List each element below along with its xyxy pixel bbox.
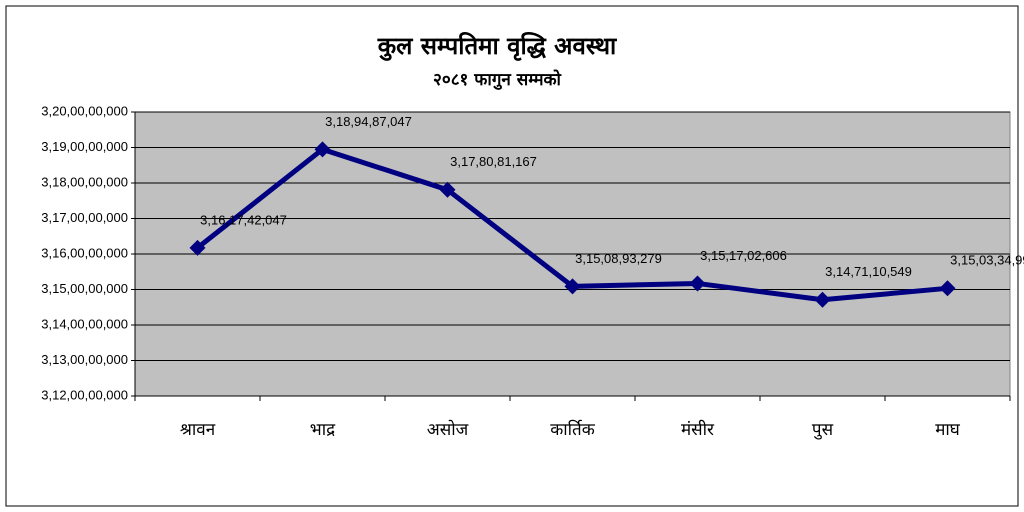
y-tick-label: 3,17,00,00,000 [41,210,128,225]
data-label: 3,15,17,02,606 [700,248,787,263]
marker [189,239,206,256]
y-tick-label: 3,13,00,00,000 [41,352,128,367]
data-label: 3,18,94,87,047 [325,114,412,129]
y-tick-label: 3,20,00,00,000 [41,103,128,118]
x-tick-label: माघ [935,420,961,440]
y-tick-label: 3,16,00,00,000 [41,245,128,260]
x-tick-label: कार्तिक [550,419,596,440]
marker [689,275,706,292]
data-label: 3,17,80,81,167 [450,154,537,169]
marker [314,141,331,158]
x-tick-label: असोज [427,419,469,440]
y-tick-label: 3,12,00,00,000 [41,387,128,402]
y-tick-label: 3,15,00,00,000 [41,281,128,296]
x-tick-label: पुस [812,420,834,440]
x-tick-label: भाद्र [310,420,336,440]
x-tick-label: मंसीर [681,419,715,440]
data-label: 3,15,08,93,279 [575,251,662,266]
x-tick-label: श्रावन [180,420,216,440]
marker [439,181,456,198]
y-tick-label: 3,19,00,00,000 [41,139,128,154]
data-label: 3,14,71,10,549 [825,264,912,279]
y-tick-label: 3,14,00,00,000 [41,316,128,331]
marker [564,278,581,295]
marker [814,291,831,308]
chart-subtitle: २०८१ फागुन सम्मको [433,69,562,90]
chart-title: कुल सम्पतिमा वृद्धि अवस्था [377,32,617,61]
marker [939,280,956,297]
data-label: 3,16,17,42,047 [200,212,287,227]
y-tick-label: 3,18,00,00,000 [41,174,128,189]
data-label: 3,15,03,34,998 [950,253,1024,268]
